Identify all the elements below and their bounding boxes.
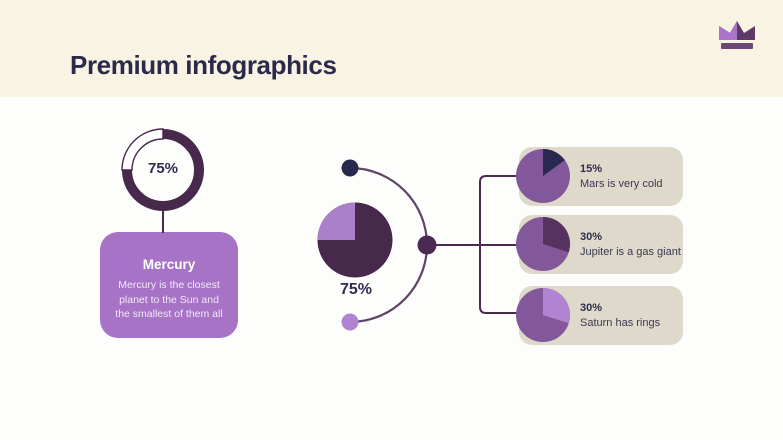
main-pie-slice xyxy=(317,202,355,240)
slide-header: Premium infographics xyxy=(0,0,783,97)
mercury-desc-line-3: the smallest of them all xyxy=(115,308,223,320)
donut-percent-label: 75% xyxy=(147,160,179,177)
mercury-desc-line-1: Mercury is the closest xyxy=(118,279,220,291)
main-pie-body xyxy=(317,202,393,278)
item-description: Saturn has rings xyxy=(580,317,661,329)
percent-label: 30% xyxy=(580,231,603,243)
crown-body-light xyxy=(719,21,737,40)
page-title: Premium infographics xyxy=(70,50,337,80)
item-card-mars: 15% Mars is very cold xyxy=(519,147,683,206)
item-card-saturn: 30% Saturn has rings xyxy=(519,286,683,345)
mercury-card-title: Mercury xyxy=(142,257,196,272)
percent-label: 30% xyxy=(580,302,603,314)
main-pie-chart xyxy=(317,202,393,278)
crown-icon xyxy=(719,21,755,49)
mercury-card-description: Mercury is the closest planet to the Sun… xyxy=(100,278,238,322)
mercury-desc-line-2: planet to the Sun and xyxy=(119,293,219,306)
node-dot-top xyxy=(341,159,359,177)
crown-band xyxy=(721,43,753,49)
main-pie-percent-label: 75% xyxy=(339,281,373,298)
item-description: Mars is very cold xyxy=(580,178,663,190)
node-dot-middle xyxy=(417,235,437,255)
node-dot-bottom xyxy=(341,313,359,331)
item-card-jupiter: 30% Jupiter is a gas giant xyxy=(519,215,683,274)
mercury-card: Mercury Mercury is the closest planet to… xyxy=(100,232,238,338)
percent-label: 15% xyxy=(580,163,603,175)
item-description: Jupiter is a gas giant xyxy=(580,246,681,258)
